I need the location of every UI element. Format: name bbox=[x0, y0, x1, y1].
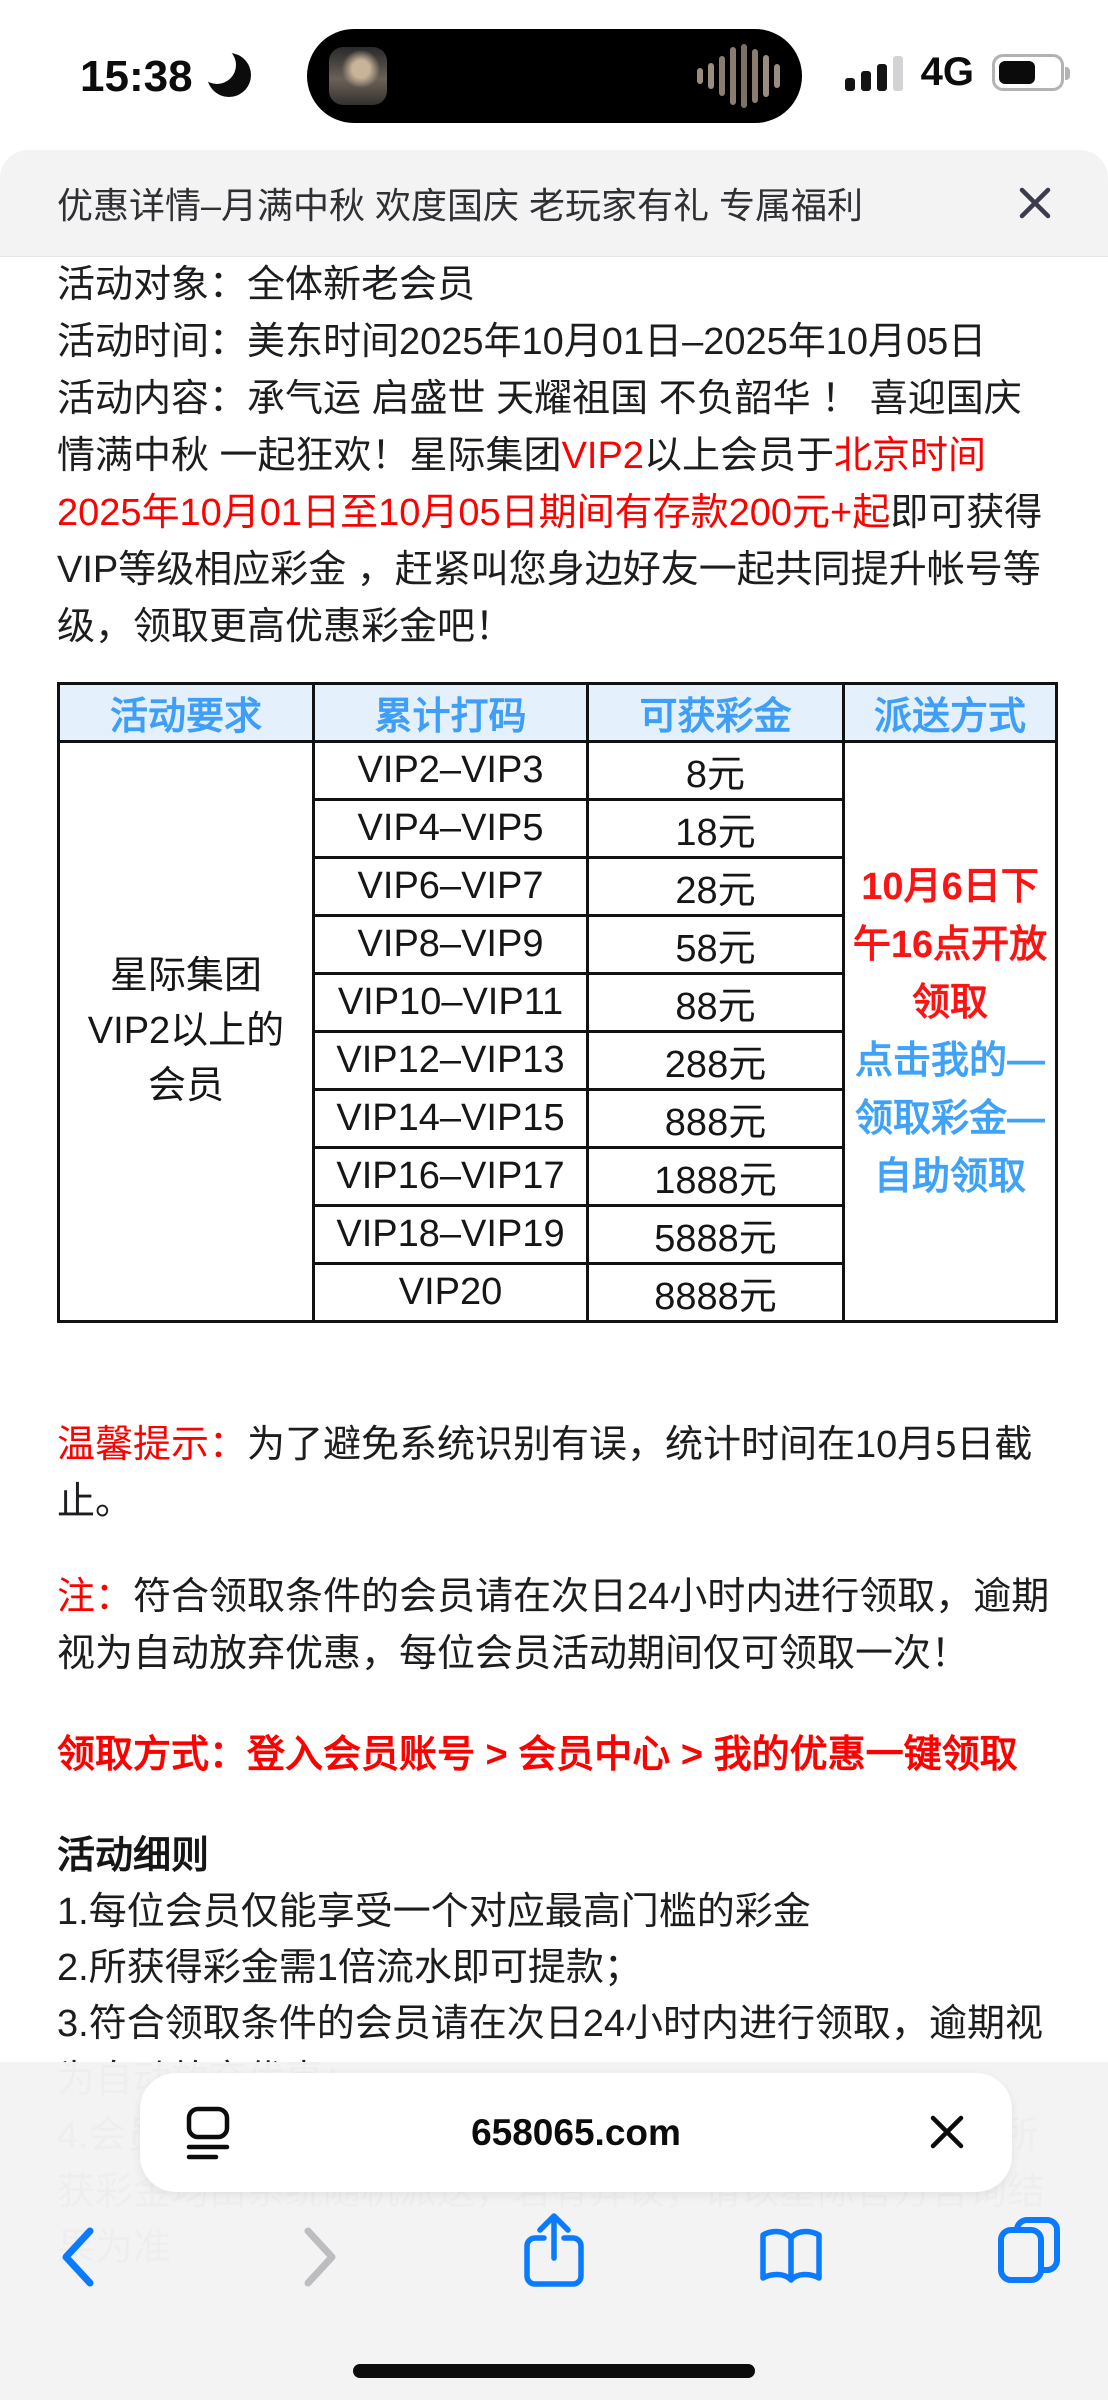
address-close-icon[interactable] bbox=[926, 2111, 968, 2158]
promo-sheet-header: 优惠详情–月满中秋 欢度国庆 老玩家有礼 专属福利 bbox=[0, 150, 1108, 257]
battery-icon bbox=[992, 54, 1070, 91]
tier-cell: VIP10–VIP11 bbox=[312, 972, 589, 1033]
tier-cell: VIP16–VIP17 bbox=[312, 1146, 589, 1207]
bonus-cell: 8元 bbox=[586, 740, 845, 801]
table-row: VIP10–VIP11 88元 bbox=[59, 972, 1057, 1033]
page-menu-icon[interactable] bbox=[186, 2106, 234, 2165]
network-type: 4G bbox=[920, 50, 974, 94]
tier-cell: VIP6–VIP7 bbox=[312, 856, 589, 917]
table-row: VIP18–VIP19 5888元 bbox=[59, 1204, 1057, 1265]
warm-tip-line: 温馨提示：为了避免系统识别有误，统计时间在10月5日截止。 bbox=[57, 1424, 1033, 1523]
url-text: 658065.com bbox=[471, 2111, 681, 2153]
table-row: VIP4–VIP5 18元 bbox=[59, 798, 1057, 859]
tier-cell: VIP14–VIP15 bbox=[312, 1088, 589, 1149]
tier-cell: VIP8–VIP9 bbox=[312, 914, 589, 975]
tier-cell: VIP12–VIP13 bbox=[312, 1030, 589, 1091]
tier-cell: VIP18–VIP19 bbox=[312, 1204, 589, 1265]
activity-detail-line: 活动内容：承气运 启盛世 天耀祖国 不负韶华 ！ 喜迎国庆 情满中秋 一起狂欢！… bbox=[57, 378, 1043, 648]
safari-bottom-bar: 658065.com bbox=[0, 2062, 1108, 2400]
bonus-cell: 8888元 bbox=[586, 1262, 845, 1323]
table-row: VIP8–VIP9 58元 bbox=[59, 914, 1057, 975]
share-icon[interactable] bbox=[521, 2210, 587, 2295]
now-playing-artwork bbox=[329, 47, 387, 105]
table-row: VIP20 8888元 bbox=[59, 1262, 1057, 1323]
home-indicator[interactable] bbox=[353, 2364, 755, 2378]
vip-bonus-table: 活动要求 累计打码 可获彩金 派送方式 星际集团 VIP2以上的 会员 VIP2… bbox=[57, 682, 1058, 1323]
tier-cell: VIP4–VIP5 bbox=[312, 798, 589, 859]
bonus-cell: 18元 bbox=[586, 798, 845, 859]
delivery-cell: 10月6日下午16点开放领取 点击我的—领取彩金—自助领取 bbox=[842, 740, 1058, 1323]
rule-item: 2.所获得彩金需1倍流水即可提款； bbox=[57, 1947, 642, 1989]
note-line: 注：符合领取条件的会员请在次日24小时内进行领取，逾期视为自动放弃优惠，每位会员… bbox=[57, 1576, 1050, 1675]
claim-method-line: 领取方式：登入会员账号 > 会员中心 > 我的优惠一键领取 bbox=[57, 1734, 1018, 1776]
bonus-cell: 888元 bbox=[586, 1088, 845, 1149]
focus-moon-icon bbox=[201, 48, 253, 105]
col-header-bonus: 可获彩金 bbox=[586, 682, 845, 743]
bonus-cell: 58元 bbox=[586, 914, 845, 975]
clock: 15:38 bbox=[80, 51, 193, 101]
back-button[interactable] bbox=[56, 2225, 100, 2294]
col-header-delivery: 派送方式 bbox=[842, 682, 1058, 743]
bonus-cell: 28元 bbox=[586, 856, 845, 917]
bonus-cell: 288元 bbox=[586, 1030, 845, 1091]
rule-item: 1.每位会员仅能享受一个对应最高门槛的彩金 bbox=[57, 1891, 811, 1933]
promo-content: 活动对象：全体新老会员 活动时间：美东时间2025年10月01日–2025年10… bbox=[0, 257, 1108, 2276]
col-header-requirement: 活动要求 bbox=[57, 682, 315, 743]
requirement-cell: 星际集团 VIP2以上的 会员 bbox=[57, 740, 315, 1323]
cellular-signal-icon bbox=[844, 55, 903, 91]
intro-paragraphs: 活动对象：全体新老会员 活动时间：美东时间2025年10月01日–2025年10… bbox=[57, 257, 1063, 656]
bonus-cell: 88元 bbox=[586, 972, 845, 1033]
status-bar: 15:38 4G bbox=[0, 0, 1108, 150]
table-header-row: 活动要求 累计打码 可获彩金 派送方式 bbox=[57, 682, 1058, 743]
forward-button[interactable] bbox=[298, 2225, 342, 2294]
table-row: VIP16–VIP17 1888元 bbox=[59, 1146, 1057, 1207]
tier-cell: VIP20 bbox=[312, 1262, 589, 1323]
bookmarks-icon[interactable] bbox=[756, 2226, 826, 2293]
table-row: 星际集团 VIP2以上的 会员 VIP2–VIP3 8元 10月6日下午16点开… bbox=[57, 740, 1058, 1323]
col-header-wager: 累计打码 bbox=[312, 682, 589, 743]
rules-title: 活动细则 bbox=[57, 1835, 210, 1877]
close-icon[interactable] bbox=[1010, 178, 1060, 228]
table-row: VIP12–VIP13 288元 bbox=[59, 1030, 1057, 1091]
audio-waveform-icon bbox=[697, 41, 780, 111]
bonus-cell: 5888元 bbox=[586, 1204, 845, 1265]
tabs-icon[interactable] bbox=[993, 2214, 1065, 2291]
table-row: VIP14–VIP15 888元 bbox=[59, 1088, 1057, 1149]
activity-time-line: 活动时间：美东时间2025年10月01日–2025年10月05日 bbox=[57, 321, 987, 363]
dynamic-island[interactable] bbox=[307, 29, 802, 123]
table-row: VIP6–VIP7 28元 bbox=[59, 856, 1057, 917]
address-bar[interactable]: 658065.com bbox=[140, 2073, 1012, 2192]
delivery-path-text: 点击我的—领取彩金—自助领取 bbox=[854, 1039, 1045, 1198]
delivery-time-text: 10月6日下午16点开放领取 bbox=[852, 865, 1048, 1024]
page-title: 优惠详情–月满中秋 欢度国庆 老玩家有礼 专属福利 bbox=[57, 185, 864, 226]
activity-target-line: 活动对象：全体新老会员 bbox=[57, 264, 476, 306]
bonus-cell: 1888元 bbox=[586, 1146, 845, 1207]
tier-cell: VIP2–VIP3 bbox=[312, 740, 589, 801]
